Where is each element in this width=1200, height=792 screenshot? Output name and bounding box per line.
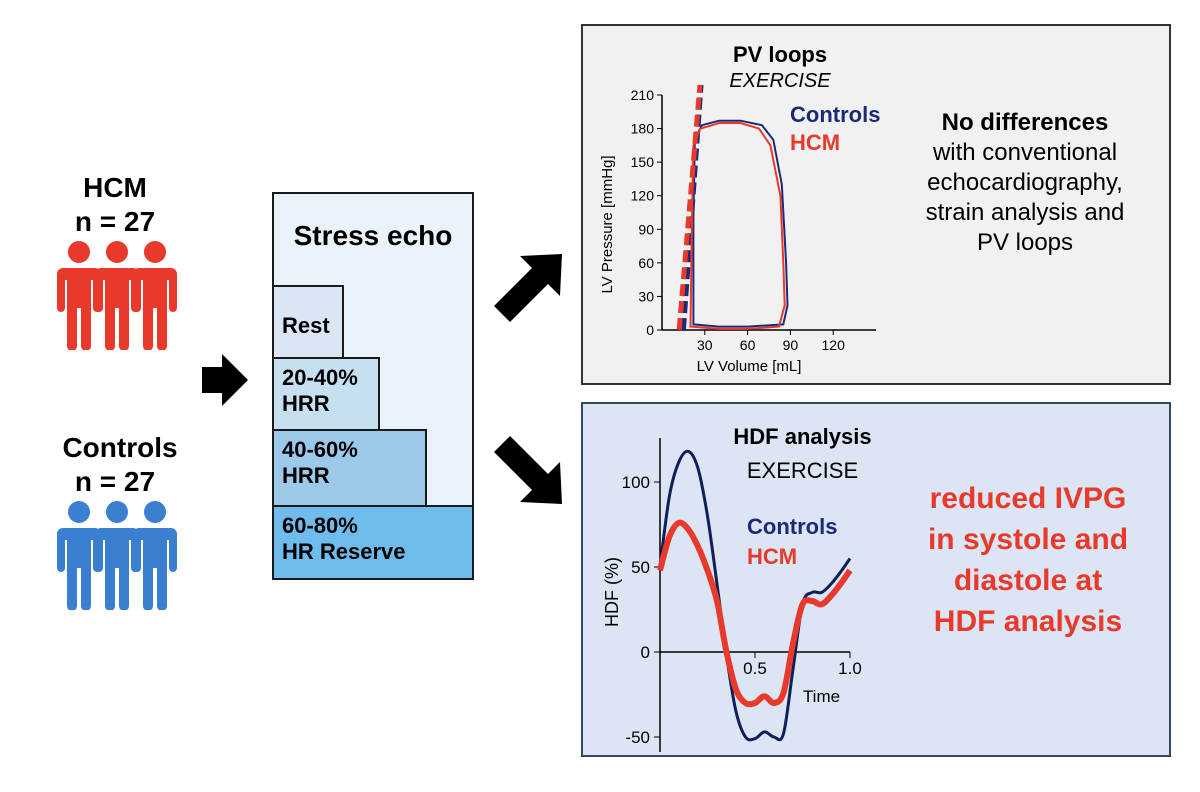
person-head [144,241,166,263]
pv-y-tick-label: 180 [631,121,655,137]
pv-y-tick-label: 0 [646,322,654,338]
stage-60-80: 60-80% HR Reserve [272,505,474,580]
stress-echo-title: Stress echo [293,220,453,251]
hdf-y-axis-label: HDF (%) [602,557,622,627]
pv-title: PV loops [732,42,828,67]
hdf-conclusion-line-4: HDF analysis [933,605,1123,638]
hdf-curve-hcm [657,519,853,708]
stage-60-80-line1: 60-80% [282,513,358,538]
person-head [144,501,166,523]
controls-people-icon [57,501,177,610]
hcm-people-icon [57,241,177,350]
controls-group-count: n = 27 [74,466,156,497]
person-figure [57,241,101,350]
pv-y-tick-label: 210 [631,87,655,103]
person-figure [133,501,177,610]
pv-conclusion-line-3: echocardiography, [927,169,1123,196]
hdf-y-tick-label: 50 [631,558,650,577]
stage-60-80-line2: HR Reserve [282,539,406,565]
pv-y-tick-label: 150 [631,154,655,170]
hdf-legend-hcm: HCM [747,544,798,569]
hdf-y-tick-label: 100 [622,473,650,492]
person-body [133,528,177,610]
person-body [95,528,139,610]
person-figure [95,241,139,350]
person-head [68,241,90,263]
pv-conclusion: No differences with conventional echocar… [895,108,1155,258]
hdf-y-tick-label: -50 [625,728,650,747]
person-figure [95,501,139,610]
pv-x-axis-label: LV Volume [mL] [697,358,802,375]
stage-rest-label: Rest [282,313,330,338]
controls-group-name: Controls [62,432,178,463]
hcm-group-name: HCM [83,172,147,203]
pv-y-tick-label: 120 [631,188,655,204]
person-figure [57,501,101,610]
hcm-group-count: n = 27 [74,206,156,237]
pv-conclusion-line-5: PV loops [976,229,1074,256]
pv-conclusion-line-4: strain analysis and [925,199,1125,226]
pv-y-tick-label: 90 [638,221,654,237]
pv-y-tick-label: 60 [638,255,654,271]
stage-40-60: 40-60% HRR [272,429,427,507]
pv-loop-controls [692,119,789,328]
pv-esprvr-hcm [676,85,703,331]
stage-20-40-line1: 20-40% [282,365,358,390]
pv-conclusion-line-1: No differences [941,109,1109,136]
hdf-conclusion-line-2: in systole and [927,523,1129,556]
hdf-x-tick-label: 0.5 [743,659,767,678]
hdf-subtitle: EXERCISE [746,458,859,483]
arrow-down-right-icon [494,436,562,504]
pv-subtitle: EXERCISE [729,70,831,92]
hdf-conclusion: reduced IVPG in systole and diastole at … [893,478,1163,642]
pv-conclusion-line-2: with conventional [932,139,1118,166]
person-body [57,528,101,610]
hdf-x-tick-label: 1.0 [838,659,862,678]
person-head [106,501,128,523]
person-body [133,268,177,350]
person-body [57,268,101,350]
pv-x-tick-label: 90 [783,337,799,353]
person-head [106,241,128,263]
hdf-title: HDF analysis [733,424,872,449]
pv-legend-hcm: HCM [790,130,841,155]
hdf-curve-controls [658,449,852,742]
person-figure [133,241,177,350]
pv-loop-hcm [689,122,786,330]
arrow-up-right-icon [494,254,562,322]
hdf-chart: -50 0 50 100 0.5 1.0 Time HDF (%) [602,438,862,752]
stage-rest: Rest [272,285,344,359]
person-body [95,268,139,350]
pv-loops-chart: 0 30 60 90 120 150 180 210 30 60 90 120 LV Volume [m… [599,85,876,375]
stage-40-60-line2: HRR [282,463,330,489]
stage-40-60-line1: 40-60% [282,437,358,462]
pv-x-tick-label: 60 [740,337,756,353]
person-head [68,501,90,523]
hdf-conclusion-line-3: diastole at [953,564,1103,597]
pv-x-tick-label: 120 [822,337,846,353]
hdf-conclusion-line-1: reduced IVPG [929,482,1127,515]
pv-legend-controls: Controls [790,102,881,127]
stage-20-40: 20-40% HRR [272,357,380,431]
right-arrow-icon [202,354,248,406]
pv-y-tick-label: 30 [638,288,654,304]
stage-20-40-line2: HRR [282,391,330,417]
hdf-legend-controls: Controls [747,514,838,539]
hdf-y-tick-label: 0 [641,643,650,662]
hdf-x-axis-label: Time [803,687,840,706]
pv-x-tick-label: 30 [697,337,713,353]
pv-y-axis-label: LV Pressure [mmHg] [599,155,616,293]
